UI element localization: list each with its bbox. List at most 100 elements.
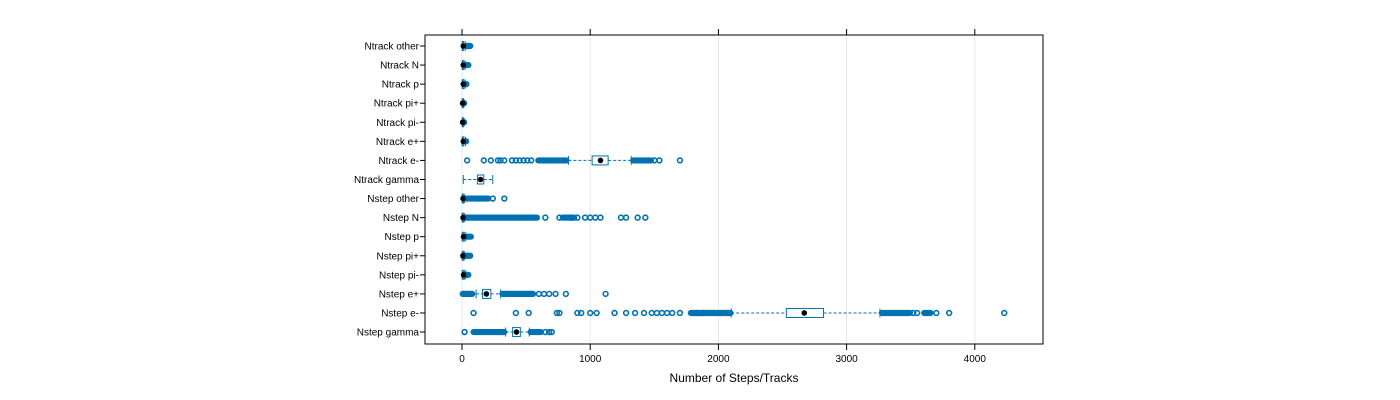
outlier-point — [508, 157, 516, 164]
box-group — [463, 155, 684, 166]
outlier-cluster — [921, 309, 934, 317]
outlier-point — [562, 290, 570, 298]
outlier-cluster — [470, 328, 508, 336]
outlier-point — [520, 157, 527, 164]
median-dot — [459, 119, 466, 126]
category-label: Nstep p — [385, 232, 420, 243]
median-dot — [460, 43, 467, 49]
box-series — [459, 41, 1008, 338]
outlier-point — [597, 214, 604, 221]
outlier-point — [542, 214, 549, 221]
category-label: Nstep pi- — [379, 270, 419, 281]
outlier-point — [489, 195, 496, 202]
median-dot — [460, 195, 466, 202]
outlier-point — [706, 309, 713, 317]
outlier-point — [910, 309, 917, 317]
box-group — [462, 174, 494, 185]
box-group — [460, 250, 474, 261]
outlier-point — [545, 328, 553, 336]
outlier-point — [512, 157, 520, 164]
x-tick-label: 3000 — [835, 354, 858, 365]
category-label: Nstep N — [383, 213, 419, 224]
outlier-point — [622, 214, 630, 221]
median-dot — [483, 291, 490, 297]
box-group — [459, 117, 468, 128]
category-label: Ntrack e- — [378, 156, 419, 167]
outlier-point — [501, 195, 508, 202]
outlier-point — [945, 309, 953, 317]
category-label: Ntrack pi- — [376, 118, 419, 129]
outlier-cluster — [463, 42, 474, 50]
category-label: Nstep pi+ — [376, 251, 419, 262]
x-tick-label: 1000 — [579, 354, 602, 365]
outlier-cluster — [463, 233, 475, 240]
outlier-point — [642, 214, 649, 221]
outlier-point — [648, 309, 655, 317]
median-dot — [459, 100, 466, 107]
box-group — [460, 79, 470, 90]
outlier-point — [497, 157, 504, 164]
category-label: Ntrack N — [380, 61, 419, 72]
outlier-point — [524, 157, 531, 164]
outlier-point — [470, 309, 477, 317]
median-dot — [460, 62, 467, 68]
outlier-point — [634, 214, 641, 221]
outlier-point — [525, 309, 532, 317]
x-tick-label: 2000 — [707, 354, 730, 365]
outlier-point — [663, 309, 671, 317]
outlier-point — [574, 309, 581, 317]
x-axis-ticks: 0 1000 2000 3000 4000 — [459, 29, 986, 365]
outlier-point — [552, 290, 559, 298]
outlier-point — [463, 157, 471, 164]
outlier-point — [586, 309, 594, 317]
outlier-point — [535, 290, 543, 298]
outlier-point — [581, 214, 589, 221]
outlier-point — [592, 214, 599, 221]
outlier-point — [933, 309, 940, 317]
outlier-point — [528, 157, 535, 164]
median-dot — [460, 81, 467, 87]
outlier-cluster — [878, 309, 914, 317]
box-group — [461, 327, 555, 338]
box-group — [460, 41, 474, 51]
box-group — [460, 269, 472, 280]
category-label: Nstep e+ — [379, 289, 419, 300]
outlier-point — [578, 309, 585, 317]
outlier-point — [617, 214, 625, 221]
box-group — [460, 212, 649, 223]
box-group — [460, 136, 470, 147]
median-dot — [597, 157, 604, 164]
outlier-point — [512, 309, 520, 317]
category-label: Ntrack gamma — [354, 175, 419, 186]
outlier-point — [656, 157, 663, 164]
category-label: Ntrack other — [365, 42, 420, 53]
outlier-point — [676, 157, 684, 164]
outlier-point — [553, 309, 561, 317]
plot-frame — [424, 34, 1044, 345]
outlier-point — [669, 309, 676, 317]
box-group — [459, 98, 468, 109]
outlier-point — [602, 290, 609, 298]
outlier-point — [574, 214, 581, 221]
box-group — [460, 60, 472, 71]
category-label: Nstep gamma — [357, 328, 420, 339]
outlier-point — [545, 290, 553, 298]
outlier-point — [548, 328, 555, 336]
outlier-cluster — [462, 195, 492, 202]
category-label: Ntrack p — [382, 80, 420, 91]
outlier-cluster — [459, 290, 476, 298]
box-group — [459, 288, 609, 299]
median-dot — [460, 138, 467, 145]
outlier-point — [651, 157, 658, 164]
x-tick-label: 4000 — [964, 354, 987, 365]
outlier-cluster — [499, 290, 537, 298]
outlier-point — [540, 290, 548, 298]
category-label: Ntrack e+ — [376, 137, 419, 148]
median-dot — [460, 252, 466, 259]
grid-lines — [461, 35, 976, 344]
outlier-point — [501, 157, 508, 164]
outlier-point — [480, 157, 487, 164]
outlier-cluster — [630, 157, 655, 164]
x-tick-label: 0 — [459, 354, 465, 365]
